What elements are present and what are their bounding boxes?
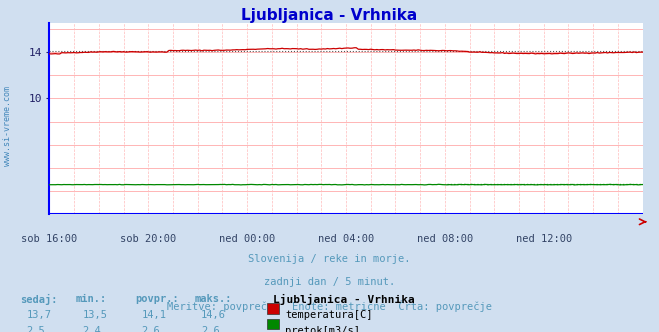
Text: Ljubljanica - Vrhnika: Ljubljanica - Vrhnika	[241, 8, 418, 23]
Text: 13,7: 13,7	[26, 310, 51, 320]
Text: maks.:: maks.:	[194, 294, 232, 304]
Text: ned 00:00: ned 00:00	[219, 234, 275, 244]
Text: sedaj:: sedaj:	[20, 294, 57, 305]
Text: sob 16:00: sob 16:00	[21, 234, 78, 244]
Text: Meritve: povprečne  Enote: metrične  Črta: povprečje: Meritve: povprečne Enote: metrične Črta:…	[167, 300, 492, 312]
Text: min.:: min.:	[76, 294, 107, 304]
Text: www.si-vreme.com: www.si-vreme.com	[3, 86, 13, 166]
Text: ned 04:00: ned 04:00	[318, 234, 374, 244]
Text: 2,4: 2,4	[82, 326, 101, 332]
Text: 2,6: 2,6	[142, 326, 160, 332]
Text: povpr.:: povpr.:	[135, 294, 179, 304]
Text: 2,5: 2,5	[26, 326, 45, 332]
Text: temperatura[C]: temperatura[C]	[285, 310, 373, 320]
Text: ned 12:00: ned 12:00	[515, 234, 572, 244]
Text: 2,6: 2,6	[201, 326, 219, 332]
Text: 14,6: 14,6	[201, 310, 226, 320]
Text: pretok[m3/s]: pretok[m3/s]	[285, 326, 360, 332]
Text: sob 20:00: sob 20:00	[120, 234, 177, 244]
Text: zadnji dan / 5 minut.: zadnji dan / 5 minut.	[264, 277, 395, 287]
Text: Ljubljanica - Vrhnika: Ljubljanica - Vrhnika	[273, 294, 415, 305]
Text: 13,5: 13,5	[82, 310, 107, 320]
Text: 14,1: 14,1	[142, 310, 167, 320]
Text: ned 08:00: ned 08:00	[416, 234, 473, 244]
Text: Slovenija / reke in morje.: Slovenija / reke in morje.	[248, 254, 411, 264]
